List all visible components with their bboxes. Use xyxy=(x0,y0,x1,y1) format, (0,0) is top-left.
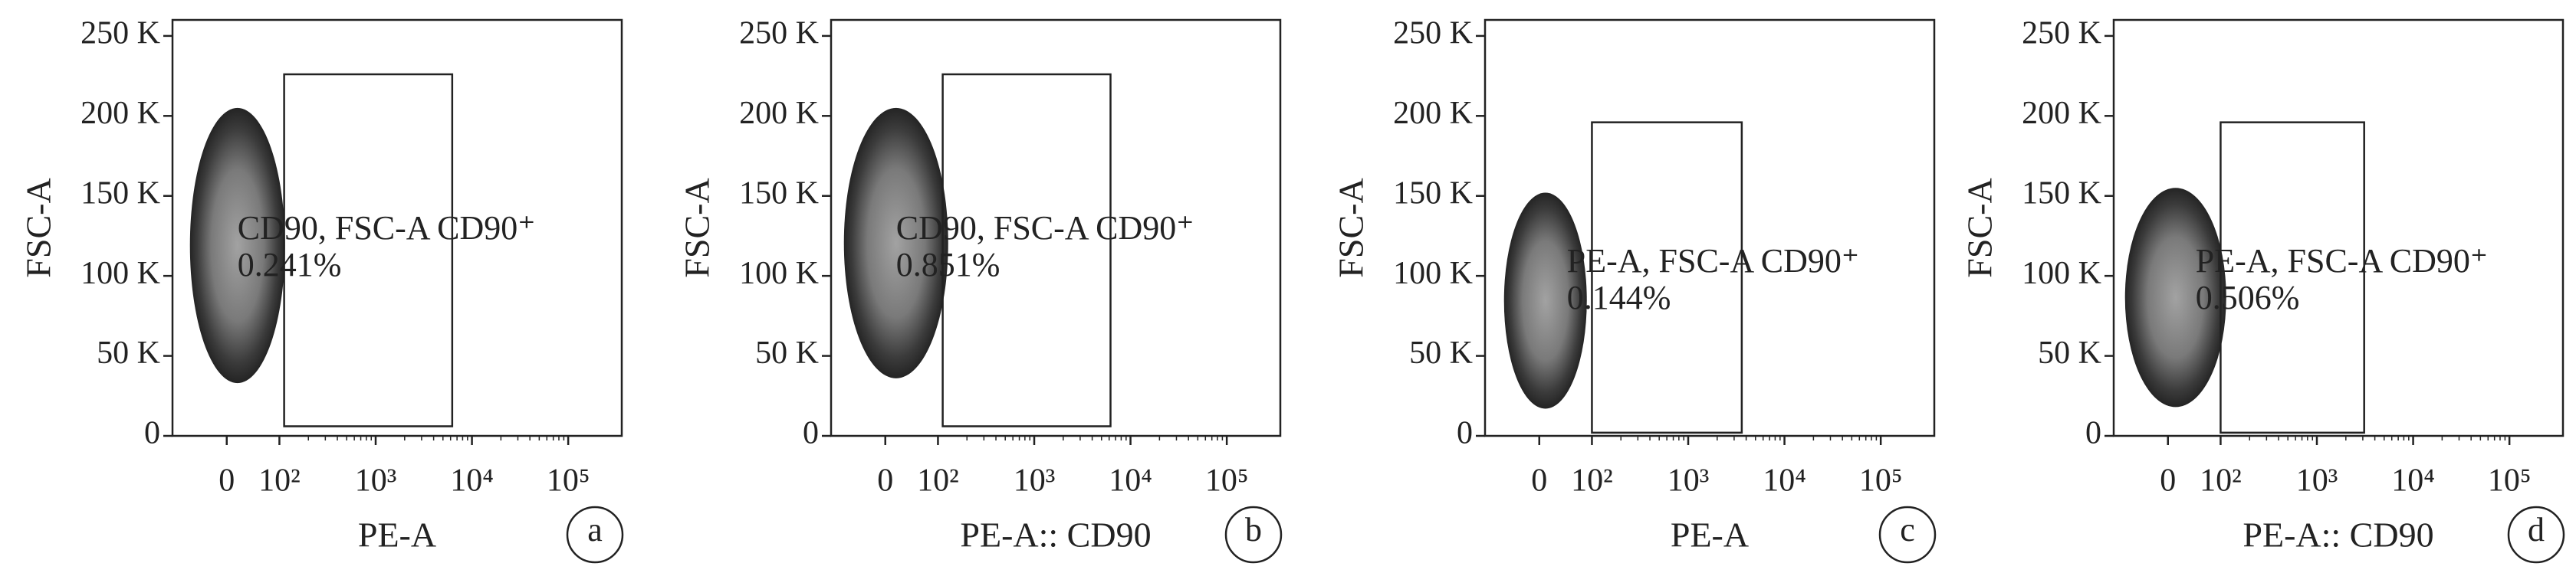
panel: 0 50 K 100 K 150 K 200 K 250 K 0 10² 10³ 10⁴ 10⁵ PE… xyxy=(19,16,624,564)
panel-label: a xyxy=(587,511,603,548)
x-tick-label: 10⁴ xyxy=(1109,463,1152,499)
panel: 0 50 K 100 K 150 K 200 K 250 K 0 10² 10³ 10⁴ 10⁵ PE… xyxy=(1960,16,2565,564)
y-axis-label: FSC-A xyxy=(678,178,717,277)
x-tick-label: 10⁵ xyxy=(547,463,590,499)
x-tick-label: 10³ xyxy=(355,463,397,499)
panel-label-circle xyxy=(1878,506,1937,564)
plot-frame xyxy=(2112,18,2564,437)
plot-frame xyxy=(830,18,1282,437)
x-tick-label: 0 xyxy=(1531,463,1547,499)
y-axis-label: FSC-A xyxy=(19,178,58,277)
panel-label: c xyxy=(1900,511,1915,548)
panel-label-circle xyxy=(566,506,624,564)
plot-frame xyxy=(171,18,623,437)
panel-label: b xyxy=(1245,511,1262,548)
y-tick-label: 50 K xyxy=(97,336,160,371)
x-tick-label: 10⁵ xyxy=(1205,463,1249,499)
panel-label-circle xyxy=(2507,506,2565,564)
y-tick-label: 200 K xyxy=(2022,96,2101,131)
x-tick-label: 10⁴ xyxy=(1763,463,1806,499)
gate-percent: 0.241% xyxy=(238,246,342,283)
y-tick-label: 150 K xyxy=(2022,175,2101,211)
y-tick-label: 100 K xyxy=(1393,256,1473,291)
x-tick-label: 10³ xyxy=(1014,463,1056,499)
cell-population xyxy=(1503,192,1587,409)
y-tick-label: 50 K xyxy=(1409,336,1473,371)
x-tick-label: 10² xyxy=(2200,463,2242,499)
x-tick-label: 0 xyxy=(2160,463,2176,499)
x-axis-label: PE-A xyxy=(358,516,436,555)
gate xyxy=(2220,121,2365,434)
y-tick-label: 0 xyxy=(144,416,160,451)
y-tick-label: 50 K xyxy=(755,336,819,371)
gate xyxy=(1591,121,1743,434)
y-tick-label: 0 xyxy=(803,416,819,451)
y-tick-label: 150 K xyxy=(739,175,819,211)
y-tick-label: 0 xyxy=(1457,416,1473,451)
y-tick-label: 0 xyxy=(2085,416,2101,451)
plot-frame xyxy=(1484,18,1936,437)
x-tick-label: 10³ xyxy=(2296,463,2338,499)
x-axis-label: PE-A:: CD90 xyxy=(2242,516,2433,555)
y-tick-label: 150 K xyxy=(1393,175,1473,211)
x-axis-label: PE-A:: CD90 xyxy=(960,516,1151,555)
x-tick-label: 10⁵ xyxy=(2488,463,2532,499)
y-tick-label: 250 K xyxy=(739,16,819,51)
x-tick-label: 10⁴ xyxy=(2391,463,2435,499)
x-tick-label: 10² xyxy=(1571,463,1613,499)
gate-name: PE-A, FSC-A CD90⁺ xyxy=(1567,242,1859,280)
y-tick-label: 100 K xyxy=(80,256,160,291)
x-axis-label: PE-A xyxy=(1671,516,1749,555)
x-tick-label: 10⁵ xyxy=(1859,463,1903,499)
panel: 0 50 K 100 K 150 K 200 K 250 K 0 10² 10³ 10⁴ 10⁵ PE… xyxy=(678,16,1283,564)
gate-name: CD90, FSC-A CD90⁺ xyxy=(238,209,536,247)
y-tick-label: 150 K xyxy=(80,175,160,211)
gate-percent: 0.506% xyxy=(2196,279,2300,316)
cell-population xyxy=(2124,188,2226,408)
panel-label: d xyxy=(2528,511,2545,548)
y-tick-label: 200 K xyxy=(739,96,819,131)
x-tick-label: 10² xyxy=(258,463,301,499)
y-tick-label: 200 K xyxy=(80,96,160,131)
x-tick-label: 10³ xyxy=(1668,463,1710,499)
cell-population xyxy=(843,107,948,378)
y-tick-label: 100 K xyxy=(739,256,819,291)
gate xyxy=(283,73,454,427)
y-tick-label: 250 K xyxy=(1393,16,1473,51)
cell-population xyxy=(189,107,285,384)
gate-percent: 0.144% xyxy=(1567,279,1671,316)
gate xyxy=(941,73,1112,427)
y-axis-label: FSC-A xyxy=(1960,178,1999,277)
y-tick-label: 250 K xyxy=(2022,16,2101,51)
x-tick-label: 0 xyxy=(219,463,235,499)
y-axis-label: FSC-A xyxy=(1332,178,1371,277)
gate-name: PE-A, FSC-A CD90⁺ xyxy=(2196,242,2488,280)
y-tick-label: 100 K xyxy=(2022,256,2101,291)
y-tick-label: 250 K xyxy=(80,16,160,51)
panel: 0 50 K 100 K 150 K 200 K 250 K 0 10² 10³ 10⁴ 10⁵ PE… xyxy=(1332,16,1937,564)
gate-percent: 0.851% xyxy=(896,246,1001,283)
panel-label-circle xyxy=(1224,506,1283,564)
x-tick-label: 10² xyxy=(917,463,959,499)
y-tick-label: 50 K xyxy=(2038,336,2101,371)
x-tick-label: 10⁴ xyxy=(450,463,494,499)
gate-name: CD90, FSC-A CD90⁺ xyxy=(896,209,1194,247)
x-tick-label: 0 xyxy=(877,463,893,499)
y-tick-label: 200 K xyxy=(1393,96,1473,131)
